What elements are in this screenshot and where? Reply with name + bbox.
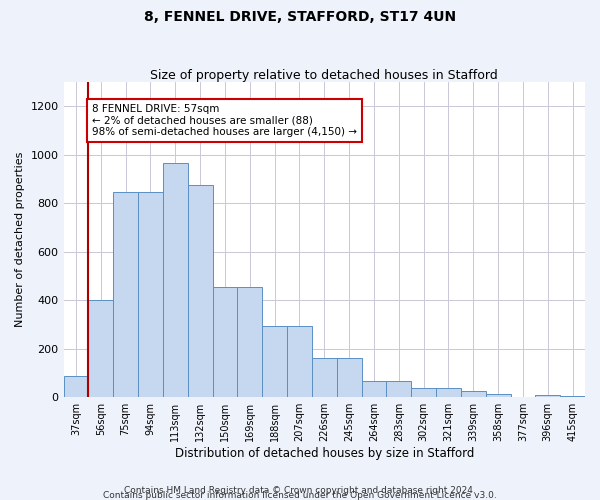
Bar [88,300,113,397]
Bar [212,287,238,397]
X-axis label: Distribution of detached houses by size in Stafford: Distribution of detached houses by size … [175,447,474,460]
Bar [560,396,585,397]
Bar [436,388,461,397]
Y-axis label: Number of detached properties: Number of detached properties [15,152,25,328]
Bar [287,326,312,397]
Bar [238,287,262,397]
Bar [411,388,436,397]
Text: 8, FENNEL DRIVE, STAFFORD, ST17 4UN: 8, FENNEL DRIVE, STAFFORD, ST17 4UN [144,10,456,24]
Bar [461,391,485,397]
Text: Contains HM Land Registry data © Crown copyright and database right 2024.: Contains HM Land Registry data © Crown c… [124,486,476,495]
Title: Size of property relative to detached houses in Stafford: Size of property relative to detached ho… [151,69,498,82]
Bar [535,395,560,397]
Bar [362,382,386,397]
Bar [138,192,163,397]
Text: Contains public sector information licensed under the Open Government Licence v3: Contains public sector information licen… [103,491,497,500]
Text: 8 FENNEL DRIVE: 57sqm
← 2% of detached houses are smaller (88)
98% of semi-detac: 8 FENNEL DRIVE: 57sqm ← 2% of detached h… [92,104,357,137]
Bar [188,185,212,397]
Bar [485,394,511,397]
Bar [337,358,362,397]
Bar [113,192,138,397]
Bar [64,376,88,397]
Bar [262,326,287,397]
Bar [312,358,337,397]
Bar [163,163,188,397]
Bar [386,382,411,397]
